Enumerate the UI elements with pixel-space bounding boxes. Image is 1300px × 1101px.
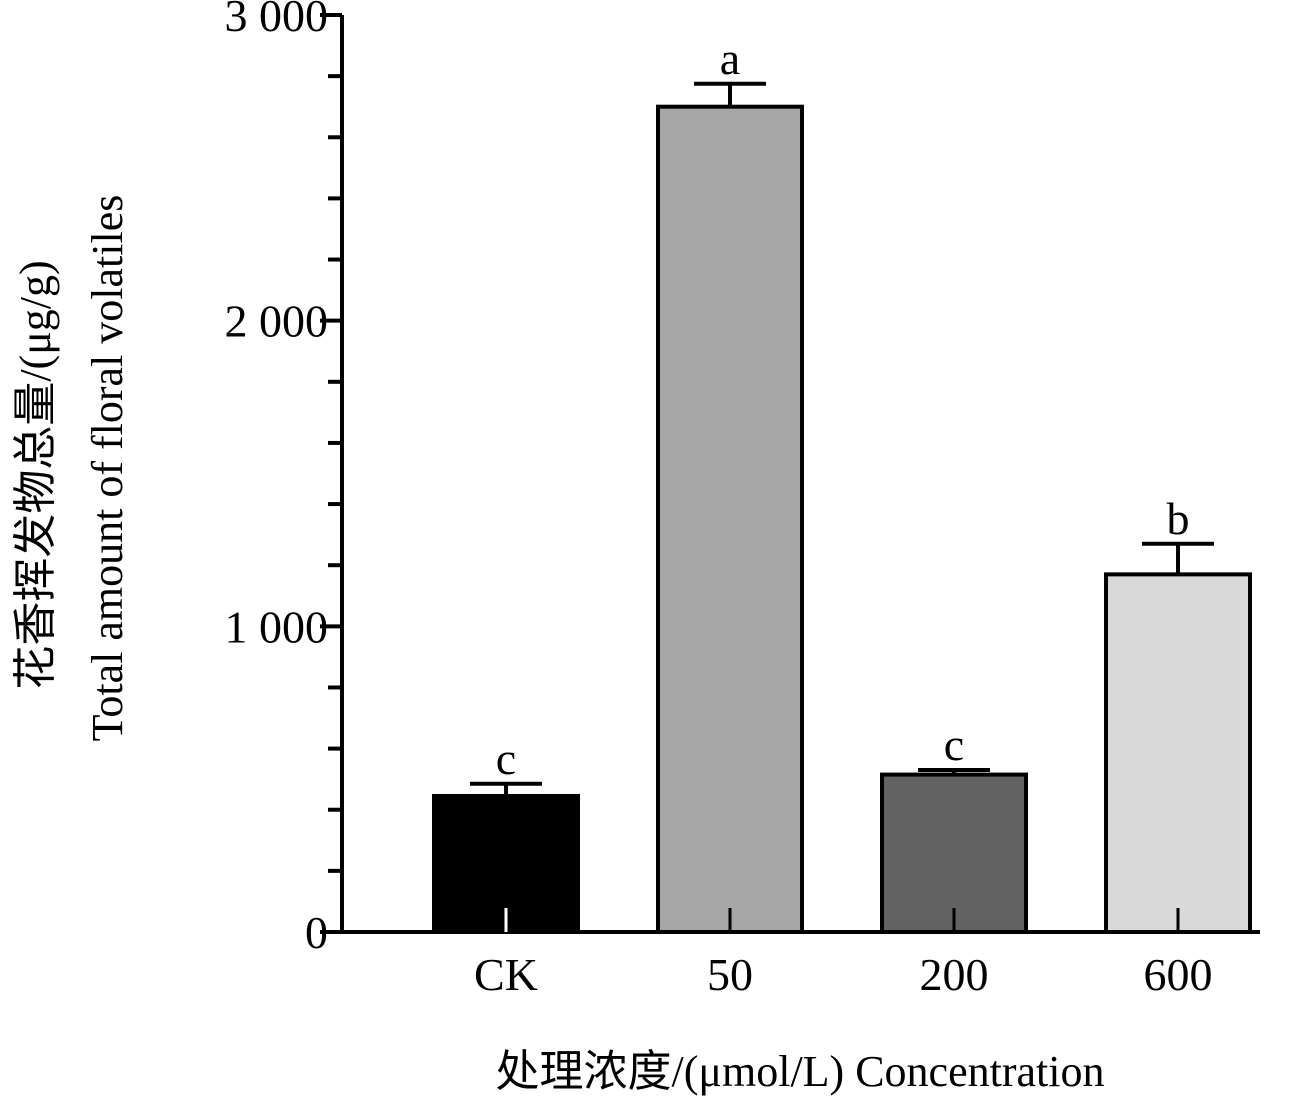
y-tick-label: 1 000 — [225, 601, 329, 652]
bars: c a c b — [432, 33, 1252, 934]
significance-label: c — [944, 719, 964, 770]
y-axis-title-en: Total amount of floral volatiles — [83, 195, 132, 742]
bar-50 — [656, 104, 804, 934]
bar-600 — [1104, 572, 1252, 934]
significance-label: c — [496, 733, 516, 784]
x-tick-labels: CK 50 200 600 — [474, 949, 1212, 1000]
x-tick-label: 200 — [920, 949, 989, 1000]
x-tick-label: 600 — [1144, 949, 1213, 1000]
x-axis-title: 处理浓度/(μmol/L) Concentration — [496, 1047, 1105, 1096]
bar-200 — [880, 772, 1028, 934]
x-tick-label: CK — [474, 949, 538, 1000]
significance-label: b — [1167, 493, 1190, 544]
y-tick-label: 2 000 — [225, 296, 329, 347]
y-tick-label: 0 — [305, 907, 328, 958]
significance-label: a — [720, 33, 740, 84]
y-ticks: 0 1 000 2 000 3 000 — [225, 0, 342, 958]
y-tick-label: 3 000 — [225, 0, 329, 41]
y-axis-title-cn: 花香挥发物总量/(μg/g) — [11, 260, 60, 689]
x-tick-label: 50 — [707, 949, 753, 1000]
